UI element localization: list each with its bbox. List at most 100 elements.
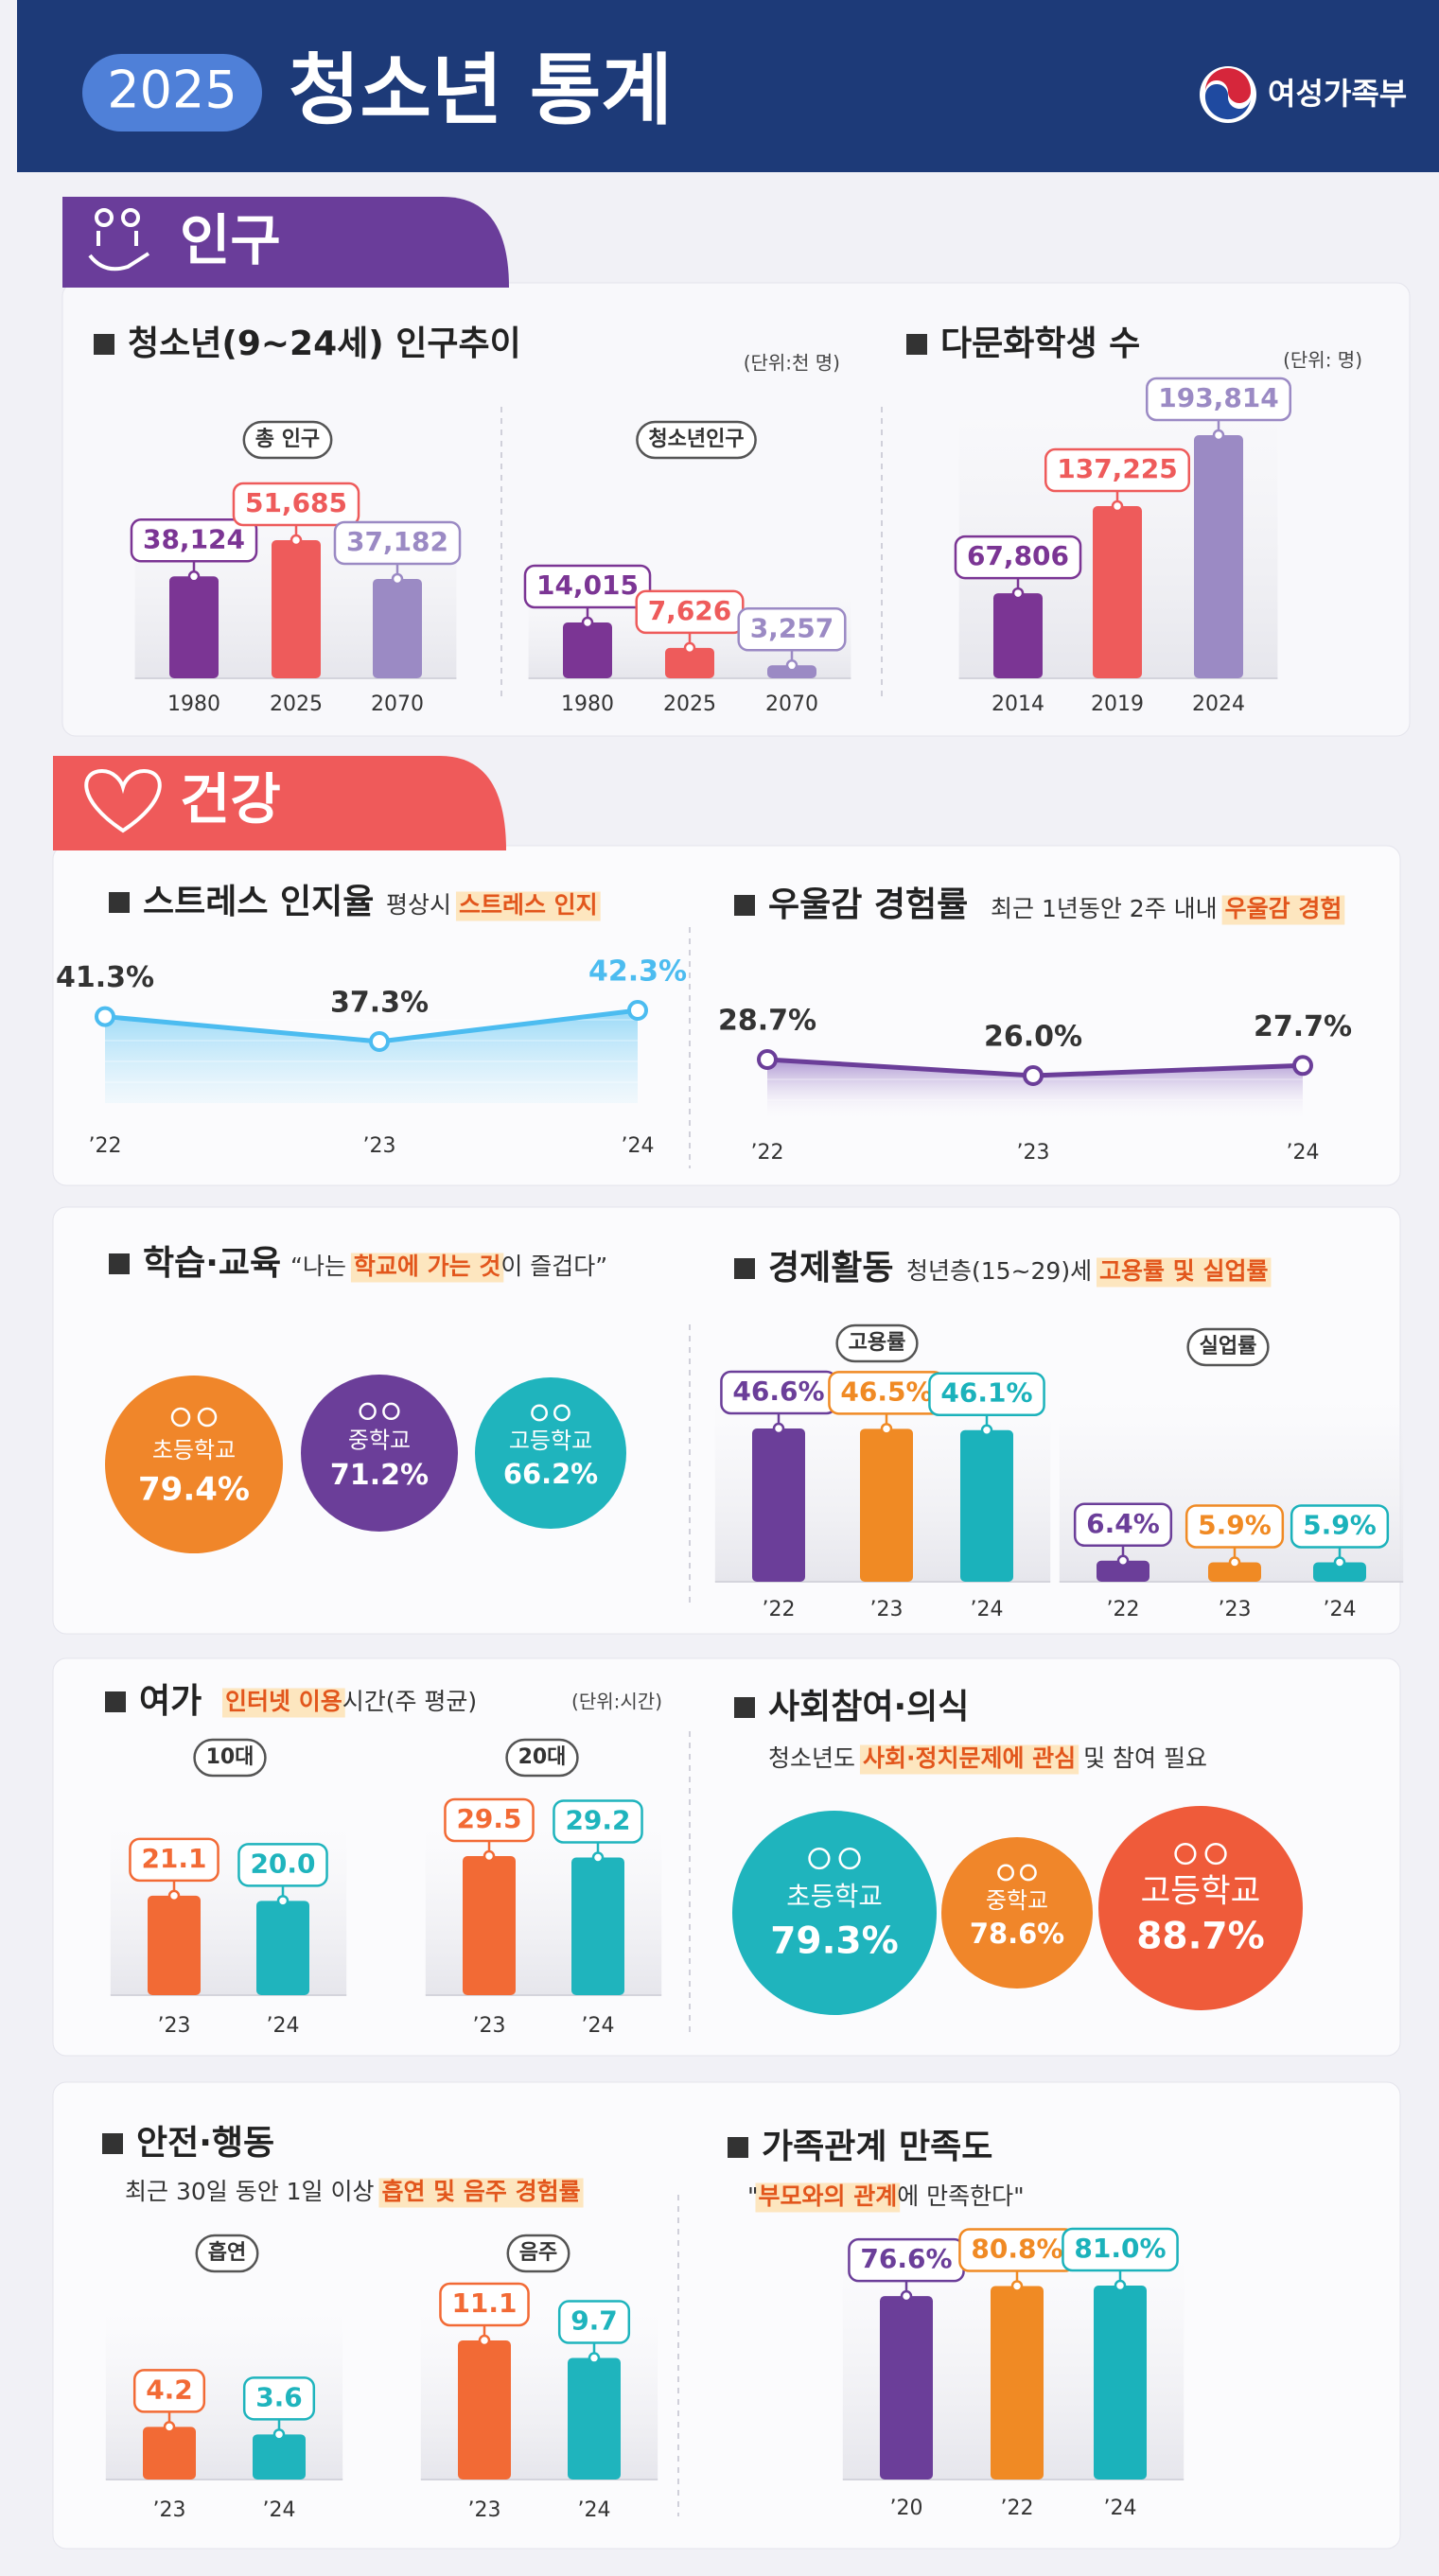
line-area xyxy=(105,1010,638,1103)
subtitle-text: 에 만족한다" xyxy=(897,2182,1024,2210)
value-label: 78.6% xyxy=(970,1918,1064,1950)
value-label-box xyxy=(1145,377,1292,422)
x-tick-label: ’24 xyxy=(263,2498,296,2522)
value-label: 80.8% xyxy=(971,2234,1062,2265)
icon-head xyxy=(197,1407,218,1428)
value-label: 37.3% xyxy=(330,987,429,1020)
value-label: 51,685 xyxy=(245,487,347,518)
value-label-box xyxy=(242,2376,316,2421)
data-point xyxy=(1292,1055,1313,1077)
panel-title: 학습·교육 xyxy=(143,1244,281,1283)
subtitle-text: 평상시 xyxy=(386,891,459,919)
value-label: 14,015 xyxy=(536,570,639,601)
dividers xyxy=(500,407,883,2516)
icon-head xyxy=(808,1847,831,1870)
value-label: 42.3% xyxy=(588,955,687,989)
x-tick-label: ’24 xyxy=(1104,2497,1137,2520)
group-label: 청소년인구 xyxy=(648,428,744,451)
title-bullet xyxy=(105,1691,126,1712)
x-tick-label: 2019 xyxy=(1091,692,1144,716)
subtitle: 청년층(15~29)세 고용률 및 실업률 xyxy=(906,1257,1268,1285)
bar xyxy=(993,593,1043,678)
value-label: 21.1 xyxy=(141,1843,206,1874)
group-label: 10대 xyxy=(206,1745,254,1769)
value-label-group: 14,015 xyxy=(523,564,652,609)
data-point xyxy=(95,1006,115,1027)
x-tick-label: ’24 xyxy=(582,2014,615,2038)
group-label-group: 총 인구 xyxy=(242,420,333,460)
x-tick-label: ’23 xyxy=(153,2498,186,2522)
value-label-box xyxy=(557,2300,631,2344)
x-tick-label: ’23 xyxy=(363,1134,396,1158)
value-label: 46.6% xyxy=(732,1376,824,1407)
bar-dot xyxy=(980,1424,993,1436)
value-label: 67,806 xyxy=(967,540,1069,571)
subtitle: 최근 30일 동안 1일 이상 흡연 및 음주 경험률 xyxy=(125,2178,581,2205)
value-label: 7,626 xyxy=(648,595,732,626)
panel-title: 청소년(9~24세) 인구추이 xyxy=(128,324,521,363)
highlight-box xyxy=(378,2178,584,2208)
icon-body xyxy=(97,231,138,246)
subtitle-highlight: 흡연 및 음주 경험률 xyxy=(381,2178,580,2205)
bar xyxy=(458,2340,511,2480)
group-label-box xyxy=(195,2234,259,2273)
subtitle-highlight: 스트레스 인지 xyxy=(459,891,598,919)
subtitle-highlight: 부모와의 관계 xyxy=(759,2182,898,2210)
title-bullet xyxy=(734,1258,755,1279)
title-bullet xyxy=(734,895,755,916)
section-title: 건강 xyxy=(180,767,281,832)
x-tick-label: 2070 xyxy=(371,692,424,716)
icon-heart xyxy=(84,768,162,833)
bar xyxy=(752,1428,805,1582)
bar xyxy=(148,1895,201,1995)
category-label: 초등학교 xyxy=(152,1437,236,1463)
value-label-group: 81.0% xyxy=(1062,2227,1179,2272)
data-point xyxy=(1023,1065,1044,1086)
data-point xyxy=(369,1031,390,1052)
title-bullet xyxy=(102,2133,123,2154)
value-label-box xyxy=(333,520,462,566)
group-label-box xyxy=(506,2234,570,2273)
value-label: 20.0 xyxy=(250,1848,315,1879)
bar xyxy=(373,578,422,678)
value-label: 29.5 xyxy=(456,1803,521,1834)
subtitle-text: 최근 30일 동안 1일 이상 xyxy=(125,2178,381,2205)
x-tick-label: ’22 xyxy=(763,1598,796,1621)
bar-dot xyxy=(1212,429,1225,442)
group-label-group: 20대 xyxy=(505,1738,579,1778)
category-label: 중학교 xyxy=(348,1428,411,1454)
x-tick-label: ’24 xyxy=(1324,1598,1357,1621)
year-pill xyxy=(82,54,262,131)
section-icon xyxy=(88,208,150,272)
value-label: 9.7 xyxy=(570,2305,618,2337)
bar xyxy=(1097,1560,1149,1582)
bar-dot xyxy=(163,2421,176,2433)
subtitle: "부모와의 관계에 만족한다" xyxy=(747,2182,1025,2210)
value-label: 3,257 xyxy=(750,612,834,643)
value-label-group: 9.7 xyxy=(557,2300,631,2344)
icon-head xyxy=(359,1402,377,1421)
value-label-group: 51,685 xyxy=(232,482,360,527)
x-tick-label: 1980 xyxy=(561,692,614,716)
value-label: 5.9% xyxy=(1303,1509,1377,1540)
bar xyxy=(256,1901,309,1995)
title-bullet xyxy=(734,1697,755,1718)
value-label-box xyxy=(237,1843,328,1887)
value-label-group: 67,806 xyxy=(954,534,1082,580)
bar xyxy=(1313,1562,1366,1582)
subtitle: 청소년도 사회·정치문제에 관심 및 참여 필요 xyxy=(768,1744,1207,1772)
value-label-box xyxy=(553,1799,643,1844)
value-label-group: 38,124 xyxy=(130,518,258,563)
bar xyxy=(991,2286,1044,2480)
icon-head xyxy=(95,208,114,227)
value-label: 6.4% xyxy=(1086,1508,1160,1539)
value-label-box xyxy=(1044,447,1191,493)
x-tick-label: ’23 xyxy=(473,2014,506,2038)
title-bullet xyxy=(906,334,927,355)
value-label-group: 46.1% xyxy=(928,1372,1045,1416)
unit-label: (단위: 명) xyxy=(1283,349,1362,372)
bar-dot xyxy=(1333,1556,1346,1568)
value-label-box xyxy=(523,564,652,609)
